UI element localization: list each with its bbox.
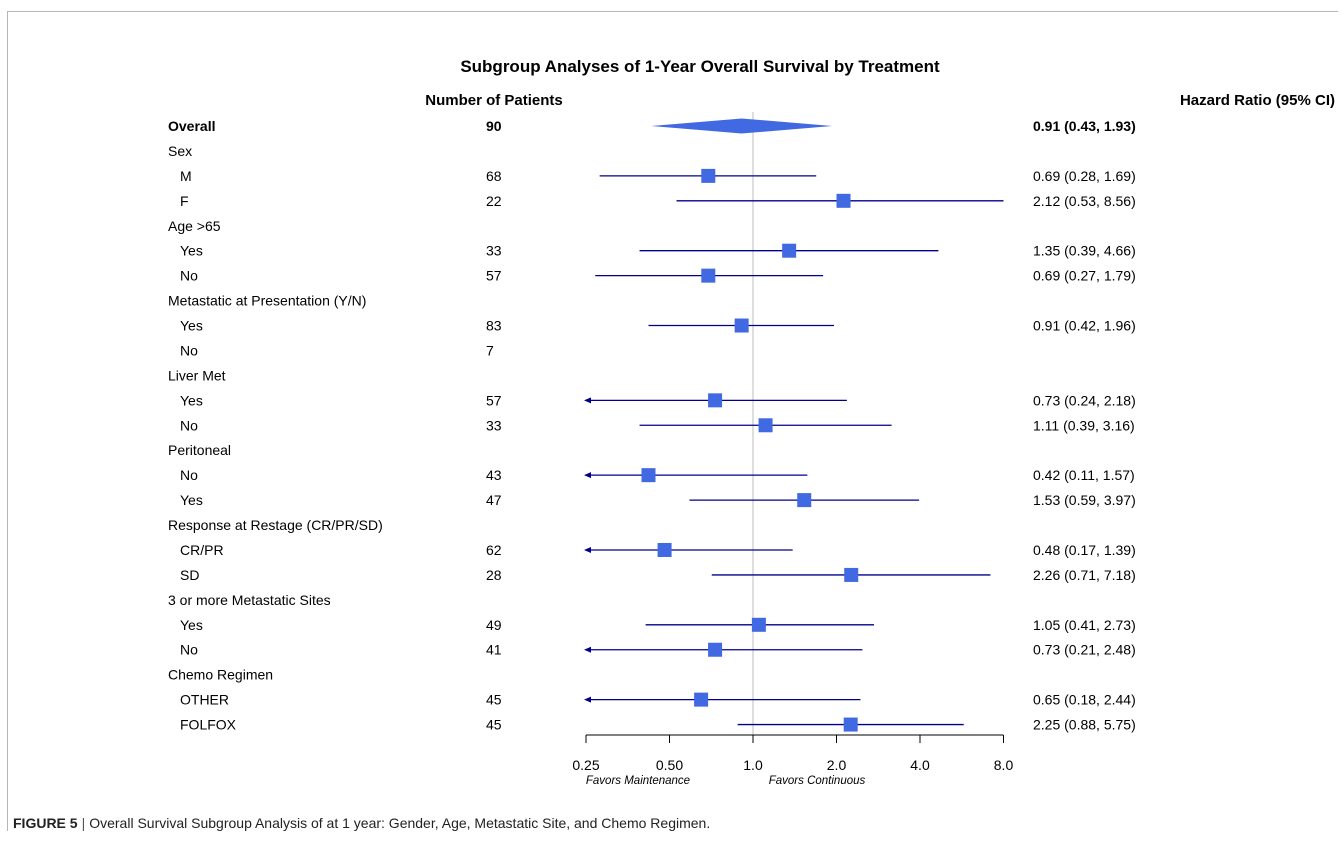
chart-title: Subgroup Analyses of 1-Year Overall Surv… xyxy=(460,57,940,76)
figure-frame xyxy=(7,11,1338,831)
ci-truncation-arrow xyxy=(584,646,591,653)
ci-truncation-arrow xyxy=(584,472,591,479)
point-estimate-marker xyxy=(701,168,716,183)
row-label: Peritoneal xyxy=(168,442,231,458)
figure-label: FIGURE 5 xyxy=(13,815,78,831)
row-patient-count: 43 xyxy=(486,467,502,483)
row-label: Liver Met xyxy=(168,367,226,383)
row-label: Overall xyxy=(168,118,215,134)
overall-diamond xyxy=(651,118,833,134)
row-patient-count: 62 xyxy=(486,542,502,558)
row-label: Sex xyxy=(168,143,192,159)
row-label: Yes xyxy=(180,492,203,508)
favors-left-label: Favors Maintenance xyxy=(586,775,690,787)
row-patient-count: 57 xyxy=(486,268,502,284)
column-header-hazard-ratio: Hazard Ratio (95% CI) xyxy=(1180,92,1335,109)
point-estimate-marker xyxy=(694,692,709,707)
point-estimate-marker xyxy=(843,717,858,732)
row-patient-count: 47 xyxy=(486,492,502,508)
row-hazard-ratio-text: 2.12 (0.53, 8.56) xyxy=(1033,193,1136,209)
row-hazard-ratio-text: 0.69 (0.27, 1.79) xyxy=(1033,268,1136,284)
row-hazard-ratio-text: 2.26 (0.71, 7.18) xyxy=(1033,567,1136,583)
point-estimate-marker xyxy=(836,193,851,208)
ci-truncation-arrow xyxy=(584,397,591,404)
row-patient-count: 90 xyxy=(486,118,502,134)
row-hazard-ratio-text: 1.05 (0.41, 2.73) xyxy=(1033,617,1136,633)
row-label: No xyxy=(180,642,198,658)
favors-right-label: Favors Continuous xyxy=(769,775,866,787)
row-patient-count: 57 xyxy=(486,392,502,408)
row-label: Yes xyxy=(180,617,203,633)
row-patient-count: 7 xyxy=(486,342,494,358)
row-hazard-ratio-text: 2.25 (0.88, 5.75) xyxy=(1033,717,1136,733)
plot-area xyxy=(584,112,1004,735)
row-hazard-ratio-text: 0.91 (0.42, 1.96) xyxy=(1033,318,1136,334)
row-label: SD xyxy=(180,567,199,583)
row-hazard-ratio-text: 0.69 (0.28, 1.69) xyxy=(1033,168,1136,184)
row-hazard-ratio-text: 1.35 (0.39, 4.66) xyxy=(1033,243,1136,259)
row-patient-count: 28 xyxy=(486,567,502,583)
row-hazard-ratio-text: 1.53 (0.59, 3.97) xyxy=(1033,492,1136,508)
caption-separator: | xyxy=(81,815,86,831)
point-estimate-marker xyxy=(641,468,656,483)
row-patient-count: 68 xyxy=(486,168,502,184)
point-estimate-marker xyxy=(701,268,716,283)
row-label: OTHER xyxy=(180,692,229,708)
x-axis-tick-label: 8.0 xyxy=(994,757,1014,773)
point-estimate-marker xyxy=(657,542,672,557)
point-estimate-marker xyxy=(708,393,723,408)
row-label: Yes xyxy=(180,318,203,334)
x-axis-tick-label: 2.0 xyxy=(827,757,847,773)
row-label: No xyxy=(180,342,198,358)
row-label: CR/PR xyxy=(180,542,224,558)
row-label: No xyxy=(180,467,198,483)
point-estimate-marker xyxy=(758,418,773,433)
row-hazard-ratio-text: 0.48 (0.17, 1.39) xyxy=(1033,542,1136,558)
row-hazard-ratio-text: 1.11 (0.39, 3.16) xyxy=(1033,417,1135,433)
row-hazard-ratio-text: 0.91 (0.43, 1.93) xyxy=(1033,118,1136,134)
row-hazard-ratio-text: 0.73 (0.24, 2.18) xyxy=(1033,392,1136,408)
row-label: 3 or more Metastatic Sites xyxy=(168,592,331,608)
ci-truncation-arrow xyxy=(584,546,591,553)
point-estimate-marker xyxy=(844,567,859,582)
row-hazard-ratio-text: 0.65 (0.18, 2.44) xyxy=(1033,692,1136,708)
figure-caption: FIGURE 5 | Overall Survival Subgroup Analy… xyxy=(13,815,710,831)
row-hazard-ratio-text: 0.42 (0.11, 1.57) xyxy=(1033,467,1135,483)
row-label: Response at Restage (CR/PR/SD) xyxy=(168,517,383,533)
point-estimate-marker xyxy=(708,642,723,657)
x-axis-tick-label: 0.25 xyxy=(572,757,599,773)
row-label: No xyxy=(180,417,198,433)
row-label: Yes xyxy=(180,243,203,259)
point-estimate-marker xyxy=(751,617,766,632)
row-patient-count: 22 xyxy=(486,193,502,209)
row-label: FOLFOX xyxy=(180,717,237,733)
row-hazard-ratio-text: 0.73 (0.21, 2.48) xyxy=(1033,642,1136,658)
point-estimate-marker xyxy=(734,318,749,333)
x-axis-tick-label: 0.50 xyxy=(656,757,683,773)
point-estimate-marker xyxy=(782,243,797,258)
row-patient-count: 45 xyxy=(486,717,502,733)
row-label: M xyxy=(180,168,192,184)
row-patient-count: 33 xyxy=(486,417,502,433)
row-label: No xyxy=(180,268,198,284)
row-patient-count: 83 xyxy=(486,318,502,334)
forest-plot: Subgroup Analyses of 1-Year Overall Surv… xyxy=(168,57,1335,787)
row-patient-count: 33 xyxy=(486,243,502,259)
row-label: Age >65 xyxy=(168,218,221,234)
row-patient-count: 41 xyxy=(486,642,502,658)
x-axis-tick-label: 1.0 xyxy=(743,757,763,773)
column-header-patients: Number of Patients xyxy=(425,92,563,109)
table-rows: Overall 90 0.91 (0.43, 1.93) Sex M 68 0.69 (0.… xyxy=(168,118,1136,733)
row-patient-count: 49 xyxy=(486,617,502,633)
row-label: Yes xyxy=(180,392,203,408)
x-axis-tick-label: 4.0 xyxy=(910,757,930,773)
row-patient-count: 45 xyxy=(486,692,502,708)
row-label: Metastatic at Presentation (Y/N) xyxy=(168,293,366,309)
ci-truncation-arrow xyxy=(584,696,591,703)
row-label: F xyxy=(180,193,189,209)
point-estimate-marker xyxy=(797,493,812,508)
row-label: Chemo Regimen xyxy=(168,667,273,683)
x-axis: 0.25 0.50 1.0 2.0 4.0 8.0 Favors Maintenance Fa… xyxy=(572,734,1014,787)
caption-text: Overall Survival Subgroup Analysis of at… xyxy=(89,815,711,831)
